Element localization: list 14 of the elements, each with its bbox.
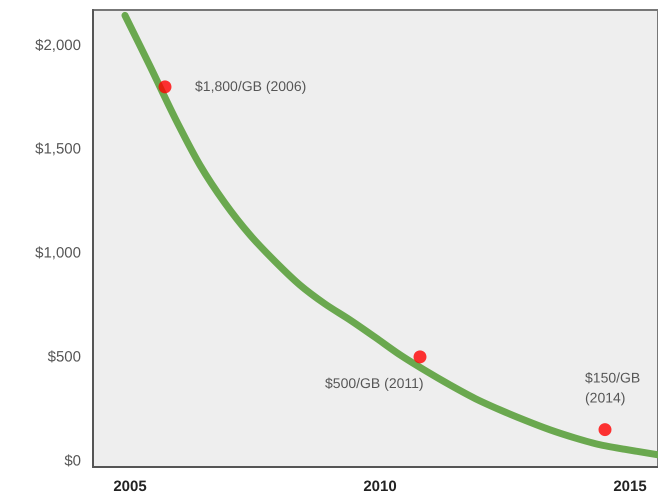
annotation: $500/GB (2011) [325, 374, 424, 391]
y-tick-label: $1,000 [35, 244, 81, 262]
x-tick-label: 2010 [363, 478, 397, 495]
annotation: $150/GB (2014) [585, 370, 644, 406]
point [158, 80, 172, 94]
y-tick-label: $2,000 [35, 36, 81, 54]
x-tick-label: 2015 [613, 478, 647, 495]
y-tick-label: $0 [64, 452, 81, 470]
point [598, 423, 612, 436]
annotation: $1,800/GB (2006) [195, 78, 306, 94]
x-tick-label: 2005 [113, 478, 147, 495]
point [414, 350, 426, 364]
y-tick-label: $1,500 [35, 140, 81, 158]
y-tick-label: $500 [48, 348, 81, 366]
